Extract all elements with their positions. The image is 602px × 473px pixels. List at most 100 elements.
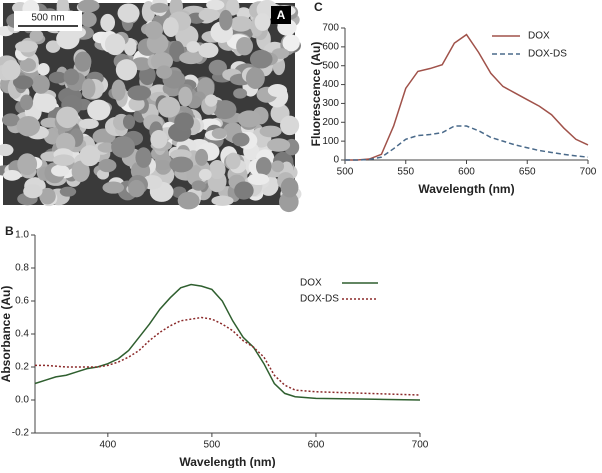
particle bbox=[3, 170, 21, 181]
y-axis-title: Absorbance (Au) bbox=[0, 286, 13, 383]
particle bbox=[115, 59, 138, 81]
x-tick-label: 600 bbox=[458, 167, 475, 178]
particle bbox=[97, 142, 116, 153]
particle bbox=[233, 88, 248, 99]
particle bbox=[245, 67, 265, 89]
legend-label: DOX bbox=[528, 31, 550, 42]
particle bbox=[74, 51, 92, 72]
particle bbox=[174, 112, 194, 132]
scale-label: 500 nm bbox=[31, 13, 64, 24]
particle bbox=[191, 180, 206, 191]
y-tick-label: 500 bbox=[322, 60, 339, 71]
y-axis-title: Fluorescence (Au) bbox=[309, 42, 323, 147]
line bbox=[345, 33, 589, 161]
particle bbox=[169, 156, 194, 173]
particle bbox=[77, 0, 100, 13]
x-tick-label: 550 bbox=[397, 167, 414, 178]
particle bbox=[52, 154, 75, 166]
particle bbox=[111, 79, 126, 101]
particle bbox=[100, 13, 116, 32]
x-axis-title: Wavelength (nm) bbox=[418, 182, 514, 196]
particle bbox=[280, 177, 299, 198]
panel-label: C bbox=[314, 0, 323, 14]
sem-texture bbox=[0, 0, 302, 213]
line bbox=[35, 316, 421, 396]
particle bbox=[195, 148, 209, 166]
y-tick-label: 600 bbox=[322, 41, 339, 52]
particle bbox=[208, 59, 227, 76]
particle bbox=[135, 147, 152, 168]
particle bbox=[179, 51, 203, 65]
legend-label: DOX-DS bbox=[300, 294, 339, 305]
particle bbox=[71, 160, 90, 182]
particle bbox=[198, 8, 220, 22]
particle bbox=[249, 49, 273, 69]
particle bbox=[128, 179, 145, 198]
x-tick-label: 400 bbox=[99, 440, 116, 451]
particle bbox=[127, 85, 152, 101]
particle bbox=[150, 130, 168, 149]
particle bbox=[0, 143, 14, 157]
particle bbox=[232, 132, 250, 147]
y-tick-label: 0.8 bbox=[15, 263, 29, 274]
particle bbox=[17, 153, 38, 176]
particle bbox=[19, 58, 37, 72]
particle bbox=[98, 158, 117, 173]
particle bbox=[267, 83, 288, 98]
particle bbox=[177, 191, 200, 210]
y-tick-label: 0 bbox=[333, 155, 339, 166]
particle bbox=[34, 93, 57, 113]
legend-label: DOX-DS bbox=[528, 49, 567, 60]
particle bbox=[219, 9, 233, 31]
particle bbox=[15, 40, 38, 53]
line bbox=[345, 125, 589, 161]
particle bbox=[211, 128, 227, 140]
particle bbox=[78, 118, 99, 130]
particle bbox=[37, 63, 50, 76]
particle bbox=[204, 94, 218, 107]
panel-label: B bbox=[5, 224, 14, 238]
particle bbox=[254, 13, 271, 31]
particle bbox=[282, 34, 300, 52]
panel-label: A bbox=[277, 8, 286, 22]
particle bbox=[157, 96, 181, 118]
particle bbox=[255, 157, 272, 176]
y-tick-label: 700 bbox=[322, 23, 339, 34]
particle bbox=[234, 181, 254, 200]
x-tick-label: 600 bbox=[308, 440, 325, 451]
particle bbox=[111, 135, 135, 158]
particle bbox=[23, 184, 43, 199]
particle bbox=[211, 195, 234, 206]
particle bbox=[150, 52, 173, 71]
particle bbox=[213, 100, 237, 120]
particle bbox=[55, 132, 76, 154]
x-tick-label: 700 bbox=[412, 440, 429, 451]
particle bbox=[1, 59, 21, 81]
particle bbox=[162, 17, 179, 37]
line bbox=[34, 283, 421, 401]
x-tick-label: 700 bbox=[580, 167, 597, 178]
particle bbox=[150, 2, 169, 13]
y-tick-label: 0.4 bbox=[15, 329, 29, 340]
particle bbox=[225, 152, 241, 170]
x-tick-label: 500 bbox=[204, 440, 221, 451]
particle bbox=[271, 160, 285, 173]
particle bbox=[208, 159, 226, 180]
particle bbox=[178, 86, 193, 107]
particle bbox=[104, 33, 126, 56]
particle bbox=[267, 138, 291, 152]
particle bbox=[128, 97, 145, 111]
particle bbox=[12, 75, 34, 90]
particle bbox=[63, 68, 80, 86]
x-axis-title: Wavelength (nm) bbox=[179, 455, 275, 468]
particle bbox=[122, 114, 136, 130]
particle bbox=[31, 74, 50, 94]
particle bbox=[80, 11, 97, 28]
x-tick-label: 650 bbox=[519, 167, 536, 178]
particle bbox=[39, 187, 56, 205]
y-tick-label: 100 bbox=[322, 136, 339, 147]
particle bbox=[186, 41, 201, 53]
particle bbox=[20, 94, 34, 111]
particle bbox=[81, 78, 96, 99]
legend-label: DOX bbox=[300, 278, 322, 289]
